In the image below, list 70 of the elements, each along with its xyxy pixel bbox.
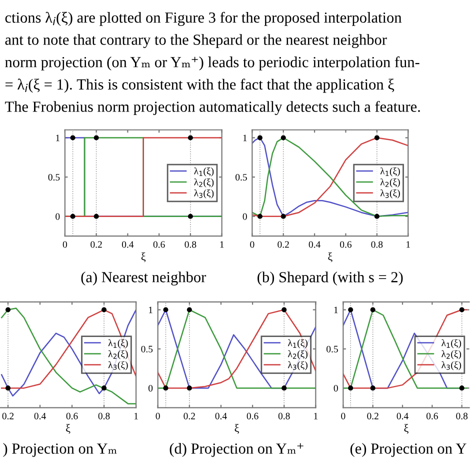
legend-label: λ$_{3}$(ξ) xyxy=(442,361,462,370)
x-tick-label: 0.8 xyxy=(278,412,290,420)
text: ctions λ$_{i}$(ξ) are plotted on Figure 3 for the proposed interpolation xyxy=(5,12,402,26)
x-tick-label: 0.8 xyxy=(456,412,468,420)
x-tick-label: 0 xyxy=(250,241,254,248)
x-tick-label: 0 xyxy=(341,412,346,420)
x-tick-label: 0.6 xyxy=(426,412,438,420)
text: (d) Projection on Yₘ⁺ xyxy=(170,442,304,457)
x-tick-label: 0.2 xyxy=(90,241,102,248)
legend-label: λ$_{3}$(ξ) xyxy=(108,361,128,370)
x-tick-label: 0.6 xyxy=(153,241,165,248)
y-tick-label: 1 xyxy=(148,306,152,314)
x-tick-label: 0.6 xyxy=(246,412,258,420)
text: (b) Shepard (with s = 2) xyxy=(258,272,403,286)
legend-label: λ$_{3}$(ξ) xyxy=(380,189,400,198)
legend-label: λ$_{2}$(ξ) xyxy=(288,350,308,360)
y-tick-label: 0 xyxy=(334,384,338,392)
x-tick-label: 0.2 xyxy=(2,412,14,420)
legend-label: λ$_{1}$(ξ) xyxy=(442,339,462,348)
x-tick-label: 0.2 xyxy=(278,241,289,248)
y-tick-label: 0.5 xyxy=(141,346,153,352)
legend-label: λ$_{2}$(ξ) xyxy=(108,350,128,360)
x-tick-label: 0.4 xyxy=(34,412,46,420)
x-tick-label: 0.2 xyxy=(184,412,195,420)
legend-label: λ$_{1}$(ξ) xyxy=(380,167,400,176)
x-tick-label: 0.8 xyxy=(98,412,110,420)
legend-label: λ$_{1}$(ξ) xyxy=(194,167,214,176)
x-tick-label: 0.4 xyxy=(396,412,408,420)
x-tick-label: 1 xyxy=(314,412,318,420)
text: ) Projection on Yₘ xyxy=(3,442,117,457)
legend-label: λ$_{2}$(ξ) xyxy=(442,350,462,360)
text: norm projection (on Yₘ or Yₘ⁺) leads to periodic interpolation fun- xyxy=(5,56,420,70)
text: = λ$_{i}$(ξ = 1). This is consistent with the fact that the application ξ xyxy=(6,78,394,93)
x-tick-label: 0.4 xyxy=(122,241,134,248)
x-tick-label: 0.8 xyxy=(371,241,383,248)
legend-label: λ$_{3}$(ξ) xyxy=(288,361,308,370)
x-tick-label: 1 xyxy=(220,241,224,248)
x-tick-label: 0.6 xyxy=(66,412,78,420)
x-tick-label: 0.4 xyxy=(308,241,320,248)
x-axis-title: ξ xyxy=(66,424,70,434)
y-tick-label: 0.5 xyxy=(48,174,60,181)
x-axis-title: ξ xyxy=(234,424,239,434)
legend-label: λ$_{1}$(ξ) xyxy=(108,339,128,348)
x-axis-title: ξ xyxy=(141,252,146,262)
y-tick-label: 0.5 xyxy=(236,174,247,181)
y-tick-label: 0 xyxy=(56,213,60,220)
y-tick-label: 1 xyxy=(56,134,60,142)
x-tick-label: 0.6 xyxy=(340,241,352,248)
x-axis-title: ξ xyxy=(328,252,332,262)
x-tick-label: 0.2 xyxy=(367,412,378,420)
x-tick-label: 0 xyxy=(156,412,160,420)
y-tick-label: 1 xyxy=(334,306,338,314)
y-tick-label: 0 xyxy=(148,384,153,392)
text: (a) Nearest neighbor xyxy=(81,272,206,286)
text: ant to note that contrary to the Shepard or the nearest neighbor xyxy=(5,34,387,48)
x-tick-label: 0.8 xyxy=(184,241,196,248)
y-tick-label: 1 xyxy=(243,134,247,142)
x-axis-title: ξ xyxy=(404,424,408,434)
text: (e) Projection on Y xyxy=(350,442,466,457)
legend-label: λ$_{1}$(ξ) xyxy=(288,339,308,348)
legend-label: λ$_{2}$(ξ) xyxy=(194,178,214,188)
text: The Frobenius norm projection automatically detects such a feature. xyxy=(5,100,420,116)
x-tick-label: 1 xyxy=(406,241,410,248)
y-tick-label: 0 xyxy=(242,213,247,220)
x-tick-label: 0 xyxy=(62,241,67,248)
legend-label: λ$_{3}$(ξ) xyxy=(194,189,214,198)
y-tick-label: 0.5 xyxy=(326,346,338,352)
x-tick-label: 1 xyxy=(134,412,138,420)
x-tick-label: 0.4 xyxy=(215,412,227,420)
legend-label: λ$_{2}$(ξ) xyxy=(380,178,400,188)
